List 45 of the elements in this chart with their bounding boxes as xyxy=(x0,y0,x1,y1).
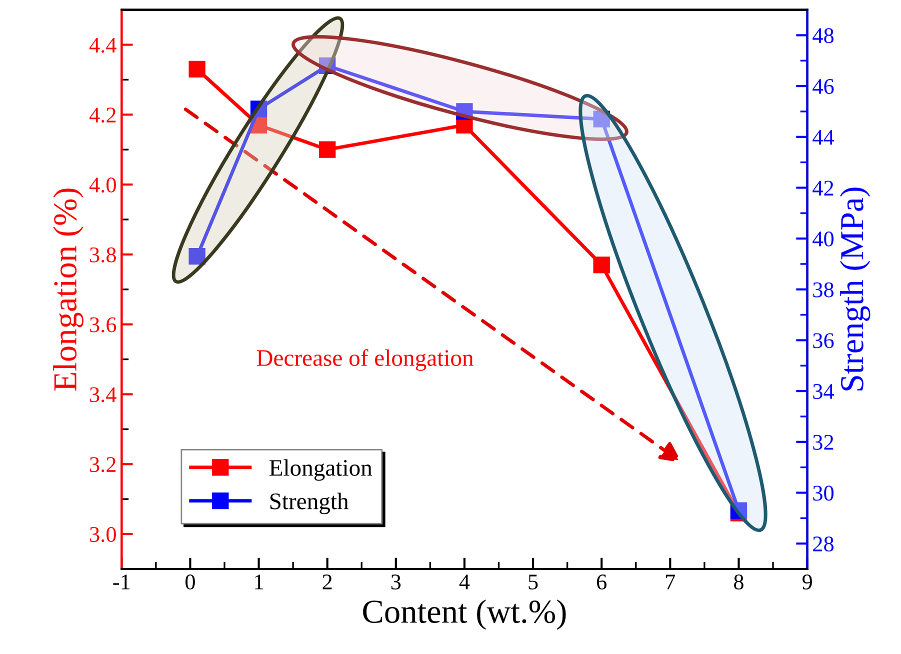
x-tick-label: 1 xyxy=(255,574,263,590)
y2-tick-label: 42 xyxy=(812,180,834,196)
y2-tick-label: 48 xyxy=(812,28,834,44)
x-tick-label: 2 xyxy=(322,574,332,590)
x-tick-label: -1 xyxy=(113,574,130,590)
x-tick-label: 3 xyxy=(391,574,401,590)
point xyxy=(593,256,610,274)
y-tick-label: 4.2 xyxy=(89,108,116,123)
point xyxy=(250,100,268,118)
y-tick-label: 3.2 xyxy=(90,457,116,472)
y2-axis-title: Strength (MPa) xyxy=(840,188,870,390)
y2-tick-label: 46 xyxy=(812,79,834,94)
y-tick-label: 3.6 xyxy=(90,317,116,332)
x-tick-label: 9 xyxy=(802,574,812,590)
y2-tick-label: 36 xyxy=(813,333,834,348)
point xyxy=(730,502,748,519)
x-tick-label: 0 xyxy=(185,574,195,590)
y-tick-label: 4.4 xyxy=(89,38,116,53)
y2-tick-label: 38 xyxy=(813,282,834,298)
y-tick-label: 3.4 xyxy=(90,387,116,402)
point xyxy=(319,141,336,158)
y2-tick-label: 44 xyxy=(812,130,834,145)
y-tick-label: 3.0 xyxy=(90,526,116,542)
x-tick-label: 8 xyxy=(734,574,744,590)
x-tick-label: 6 xyxy=(596,574,606,590)
point xyxy=(456,103,473,120)
annotation: Decrease of elongation xyxy=(256,349,474,371)
y-tick-label: 4.0 xyxy=(89,177,116,193)
x-axis-title: Content (wt.%) xyxy=(363,600,566,630)
point xyxy=(593,110,610,128)
y-tick-label: 3.8 xyxy=(90,247,116,262)
y2-tick-label: 30 xyxy=(813,486,834,501)
y2-tick-label: 28 xyxy=(813,536,834,552)
legend-label: Strength xyxy=(270,492,348,514)
y-axis-title: Elongation (%) xyxy=(53,188,84,391)
point xyxy=(188,248,206,265)
x-tick-label: 7 xyxy=(666,574,676,590)
x-tick-label: 4 xyxy=(459,574,470,590)
y2-tick-label: 32 xyxy=(813,434,834,450)
x-tick-label: 5 xyxy=(528,574,538,590)
y2-tick-label: 34 xyxy=(813,384,834,399)
point xyxy=(319,57,336,74)
point xyxy=(188,60,206,78)
legend-label: Elongation xyxy=(269,459,372,481)
y2-tick-label: 40 xyxy=(812,231,834,246)
